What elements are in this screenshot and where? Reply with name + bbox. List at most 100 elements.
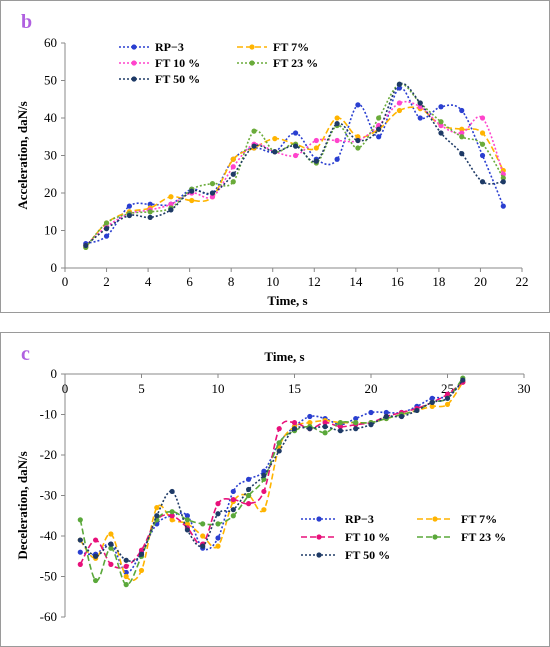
data-point: [353, 415, 359, 422]
data-point: [429, 403, 435, 409]
data-point: [215, 535, 221, 541]
data-point: [396, 100, 403, 106]
data-point: [93, 577, 99, 584]
legend-marker: [316, 534, 322, 540]
legend-label: FT 10 %: [155, 56, 200, 70]
data-point: [368, 409, 374, 416]
data-point: [399, 413, 405, 420]
data-point: [417, 104, 423, 110]
data-point: [291, 426, 298, 432]
data-point: [261, 488, 267, 495]
data-point: [334, 137, 340, 144]
data-point: [168, 207, 174, 213]
data-point: [230, 513, 236, 519]
data-point: [103, 233, 110, 239]
data-point: [169, 517, 175, 523]
data-point: [322, 430, 328, 436]
legend-label: FT 7%: [461, 512, 497, 526]
data-point: [215, 543, 221, 549]
data-point: [77, 549, 83, 555]
y-tick-label: 20: [44, 185, 57, 200]
panel-label-c: c: [21, 343, 30, 365]
x-tick-label: 8: [228, 274, 235, 289]
data-point: [292, 152, 299, 159]
data-point: [138, 547, 145, 553]
x-tick-label: 25: [441, 381, 454, 396]
data-point: [215, 511, 221, 517]
data-point: [169, 488, 175, 495]
data-point: [138, 567, 145, 574]
y-tick-label: 0: [51, 260, 58, 275]
x-axis-label: Time, s: [264, 349, 304, 364]
data-point: [154, 505, 160, 511]
data-point: [376, 122, 382, 129]
x-tick-label: 10: [266, 274, 279, 289]
data-point: [500, 175, 506, 181]
data-point: [108, 531, 114, 537]
x-axis-label: Time, s: [267, 293, 307, 308]
data-point: [230, 488, 236, 495]
y-tick-label: -60: [40, 609, 57, 624]
y-tick-label: 10: [44, 223, 57, 238]
x-tick-label: 10: [212, 381, 225, 396]
data-point: [459, 130, 465, 136]
legend-label: RP−3: [345, 512, 374, 526]
data-point: [291, 420, 298, 426]
data-point: [126, 203, 132, 209]
data-point: [184, 513, 190, 519]
data-point: [126, 212, 132, 219]
data-point: [337, 424, 343, 430]
data-point: [108, 545, 114, 551]
data-point: [414, 407, 420, 414]
data-point: [479, 130, 486, 136]
data-point: [322, 420, 328, 426]
data-point: [500, 179, 506, 185]
data-point: [261, 468, 267, 474]
y-axis-label: Deceleration, daN/s: [15, 451, 30, 559]
x-tick-label: 5: [138, 381, 145, 396]
data-point: [83, 242, 89, 249]
deceleration-chart-panel: c 0 -10 -20 -30 -40 -50 -60 0 5 10 15 20 25 30 Time, s…: [0, 332, 550, 647]
y-tick-label: 30: [44, 148, 57, 163]
data-point: [376, 134, 382, 140]
y-tick-label: -30: [40, 488, 57, 503]
data-point: [479, 141, 486, 147]
data-point: [353, 426, 359, 432]
data-point: [417, 100, 423, 106]
data-point: [396, 107, 403, 114]
data-point: [396, 81, 403, 87]
data-point: [154, 513, 160, 519]
legend-label: FT 50 %: [155, 72, 200, 86]
legend-label: FT 7%: [273, 40, 309, 54]
data-point: [460, 377, 466, 383]
data-point: [353, 420, 359, 426]
data-point: [313, 137, 319, 144]
data-point: [108, 561, 114, 567]
data-point: [261, 507, 267, 513]
data-point: [355, 145, 361, 151]
data-point: [337, 428, 343, 434]
y-tick-label: 0: [51, 366, 58, 381]
series-line: [79, 377, 464, 586]
x-tick-label: 20: [474, 274, 487, 289]
data-point: [246, 476, 252, 482]
series-line: [79, 381, 464, 569]
data-point: [200, 543, 206, 549]
x-tick-label: 30: [518, 381, 531, 396]
data-point: [313, 158, 319, 164]
legend-marker: [131, 44, 137, 50]
x-tick-label: 20: [365, 381, 378, 396]
legend-marker: [432, 516, 438, 522]
data-point: [417, 115, 423, 121]
data-point: [276, 440, 282, 446]
legend-marker: [432, 534, 438, 540]
data-point: [337, 420, 343, 426]
legend-marker: [131, 76, 137, 82]
data-point: [479, 115, 486, 121]
x-tick-label: 6: [186, 274, 193, 289]
data-point: [355, 134, 361, 140]
legend-marker: [249, 60, 255, 66]
data-point: [313, 145, 319, 151]
data-point: [230, 179, 236, 185]
data-point: [246, 486, 252, 493]
